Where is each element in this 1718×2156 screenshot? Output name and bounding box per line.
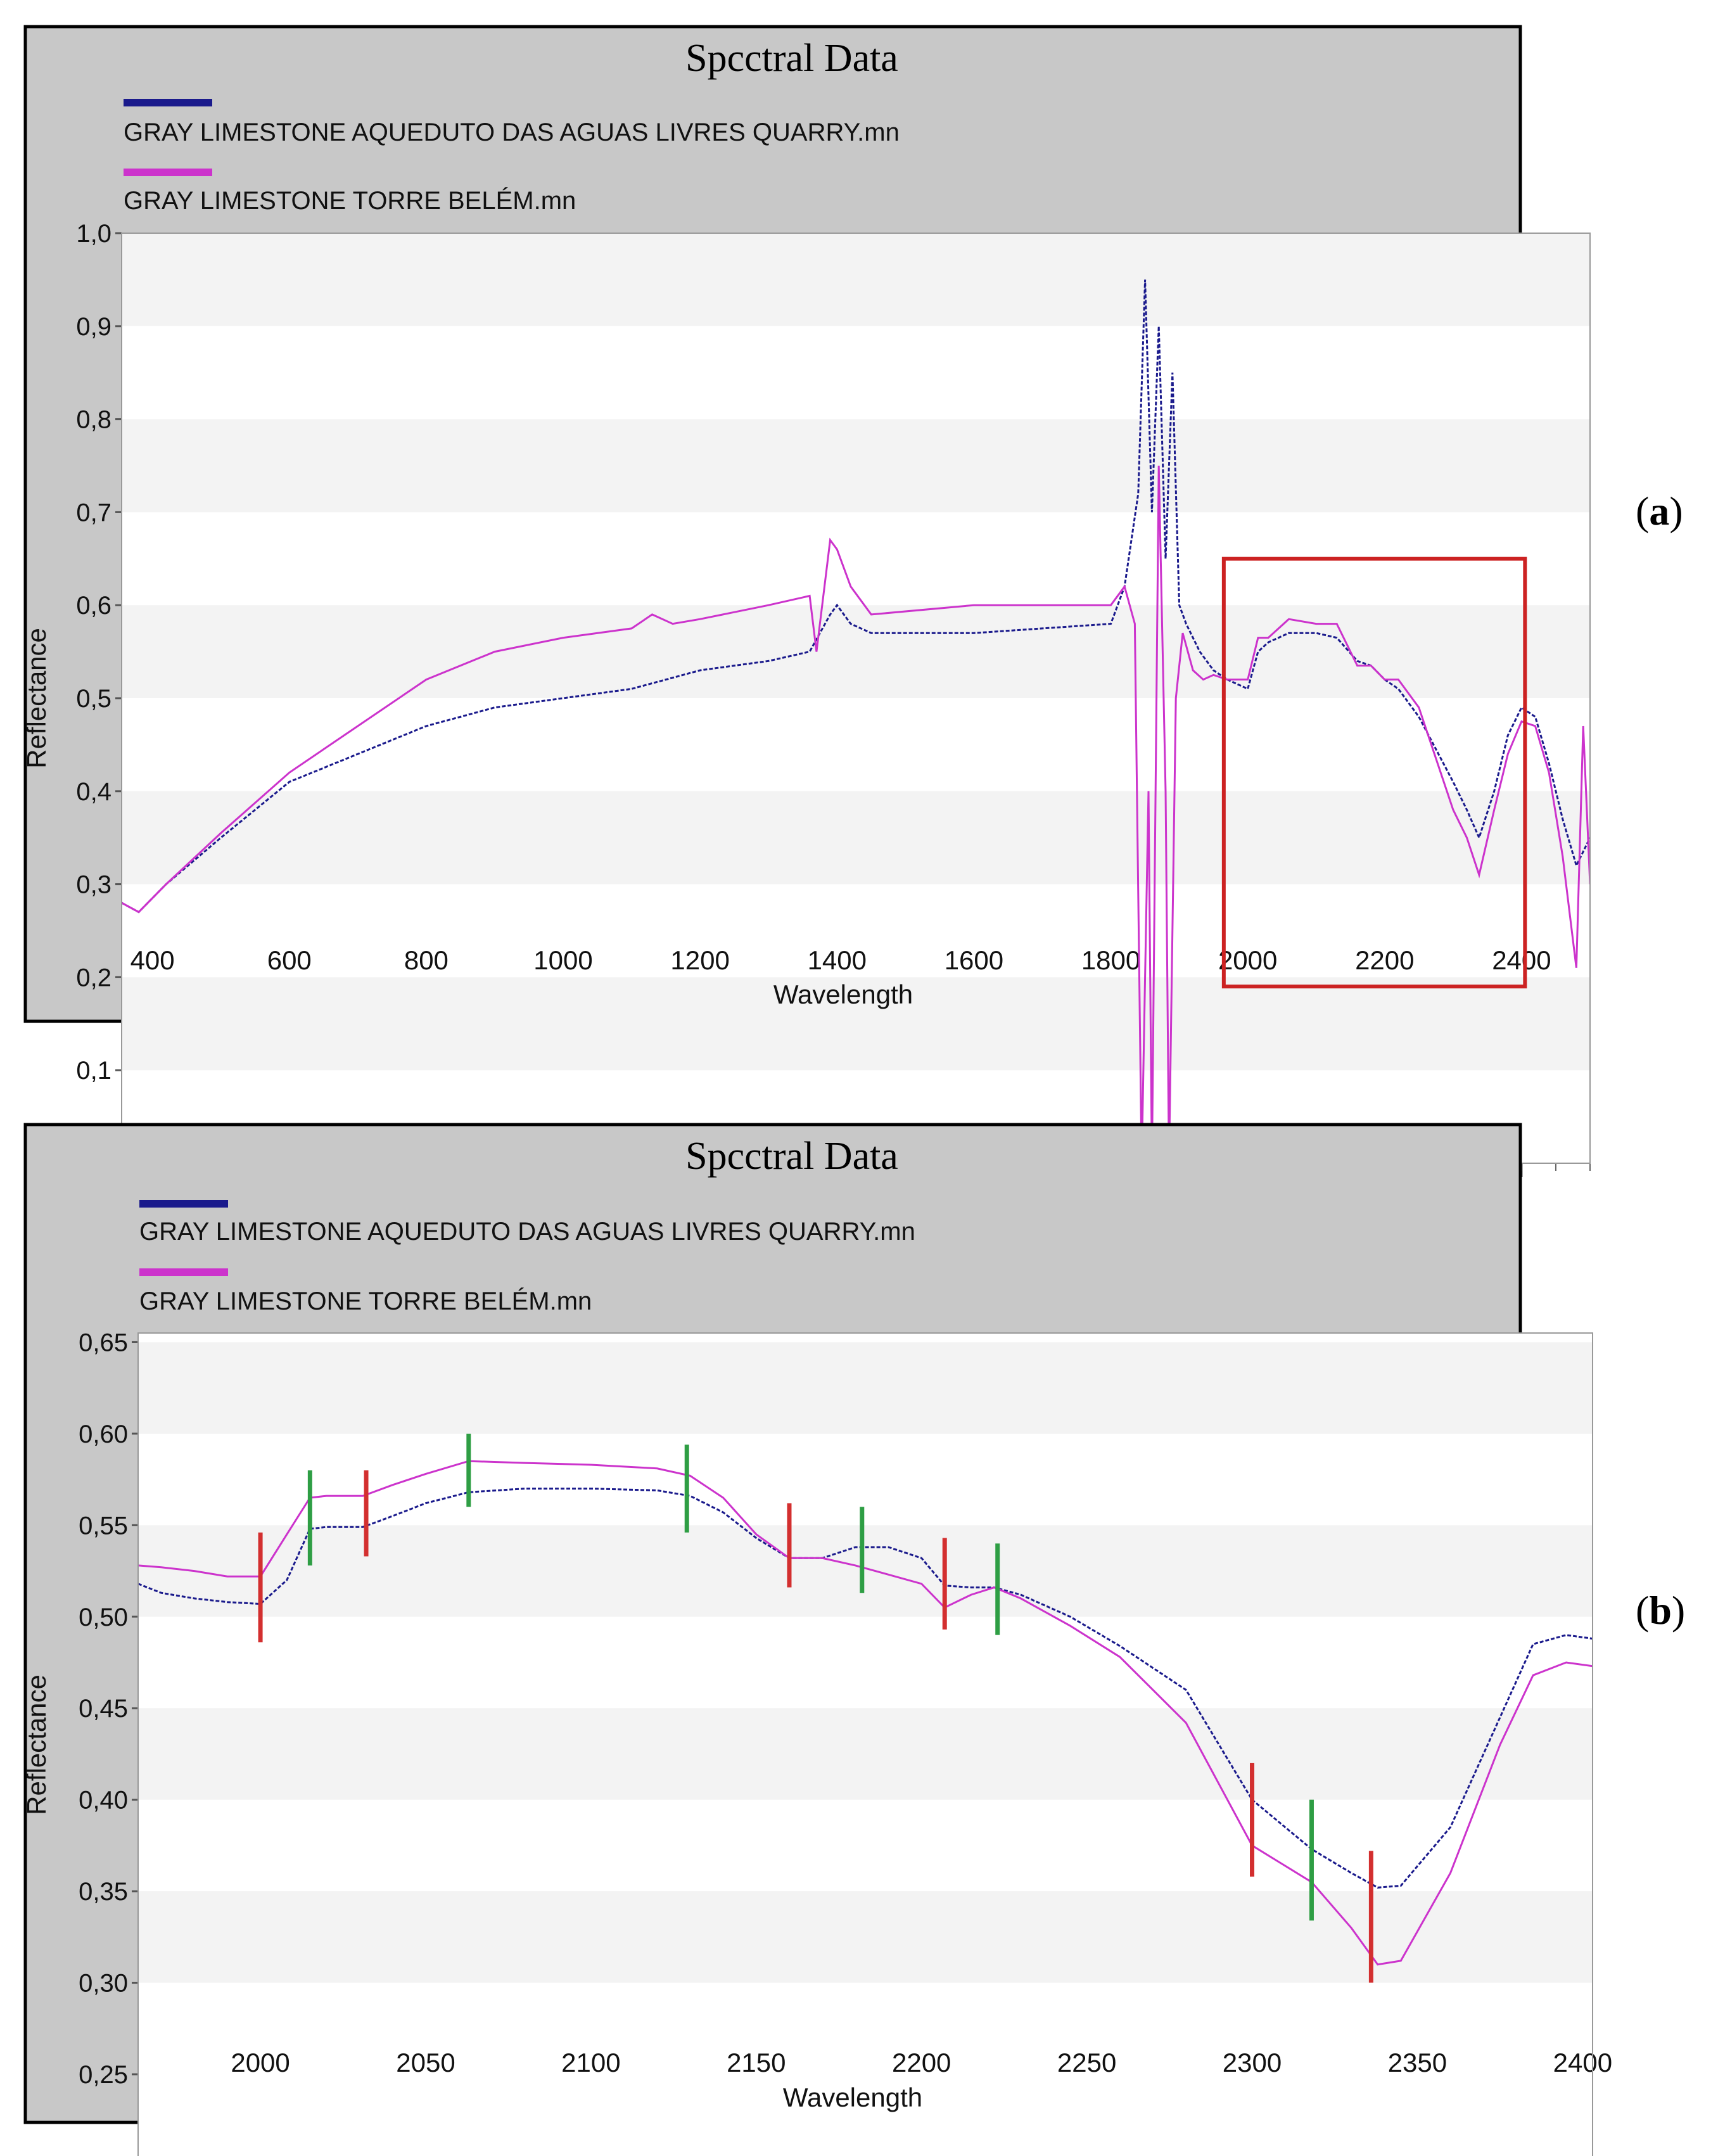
chart-b-series-line-1 — [138, 1460, 1593, 1966]
chart-b-grid-band — [138, 1525, 1593, 1617]
chart-a-ytick-label: 0,4 — [76, 778, 111, 806]
chart-a-xtick-label: 600 — [267, 945, 312, 975]
chart-b-xlabel: Wavelength — [783, 2083, 922, 2112]
chart-b-ytick-label: 0,30 — [79, 1970, 128, 1998]
chart-a-grid-band — [122, 233, 1590, 326]
panel-label-b-letter: b — [1649, 1588, 1672, 1633]
chart-b-xtick-label: 2050 — [396, 2048, 455, 2077]
chart-a-grid-band — [122, 605, 1590, 698]
chart-b-xtick-label: 2100 — [561, 2048, 620, 2077]
chart-a-xlabel: Wavelength — [773, 979, 913, 1009]
chart-b-ytick-label: 0,45 — [79, 1695, 128, 1723]
chart-a-series-line-0 — [122, 279, 1590, 914]
chart-a-xtick-label: 1200 — [670, 945, 729, 975]
chart-a-series-line-1 — [122, 465, 1590, 1163]
chart-b-grid-band — [138, 1708, 1593, 1800]
chart-b-ytick-label: 0,25 — [79, 2061, 128, 2089]
chart-b-xtick-label: 2250 — [1057, 2048, 1116, 2077]
chart-a-grid-band — [122, 791, 1590, 884]
chart-b-ytick-label: 0,65 — [79, 1329, 128, 1356]
chart-a-xtick-label: 800 — [404, 945, 449, 975]
chart-b-xtick-label: 2000 — [231, 2048, 290, 2077]
chart-a-ytick-label: 0,5 — [76, 685, 111, 713]
chart-b-ylabel: Reflectance — [22, 1674, 51, 1815]
chart-a-ytick-label: 0,9 — [76, 313, 111, 341]
chart-b-series-line-0 — [138, 1488, 1593, 1889]
chart-b-plot-border — [137, 1332, 1593, 2156]
chart-a-legend-label-0: GRAY LIMESTONE AQUEDUTO DAS AGUAS LIVRES… — [124, 118, 900, 146]
chart-b-xtick-label: 2300 — [1223, 2048, 1282, 2077]
chart-a-title: Spcctral Data — [685, 37, 898, 80]
chart-a-xtick-label: 2000 — [1218, 945, 1277, 975]
chart-a-grid-band — [122, 419, 1590, 513]
chart-a-legend-label-1: GRAY LIMESTONE TORRE BELÉM.mn — [124, 186, 576, 215]
chart-b-legend-label-1: GRAY LIMESTONE TORRE BELÉM.mn — [139, 1287, 592, 1315]
chart-b-grid-band — [138, 1342, 1593, 1434]
chart-b-xtick-label: 2400 — [1553, 2048, 1612, 2077]
panel-label-a: (a) — [1636, 488, 1683, 533]
chart-a-xtick-label: 1600 — [945, 945, 1003, 975]
chart-a-ytick-label: 0,1 — [76, 1057, 111, 1085]
chart-b-ytick-label: 0,50 — [79, 1604, 128, 1631]
chart-b-xtick-label: 2200 — [892, 2048, 951, 2077]
chart-b-ytick-label: 0,40 — [79, 1787, 128, 1815]
chart-a-xtick-label: 2200 — [1355, 945, 1414, 975]
chart-a-ytick-label: 0,7 — [76, 499, 111, 526]
chart-b-ytick-label: 0,35 — [79, 1878, 128, 1906]
panel-label-a-letter: a — [1649, 488, 1670, 533]
chart-a-xtick-label: 1800 — [1081, 945, 1140, 975]
chart-a-ytick-label: 0,6 — [76, 592, 111, 620]
panel-label-b: (b) — [1636, 1588, 1686, 1633]
chart-a-ytick-label: 0,2 — [76, 964, 111, 992]
chart-a-grid-band — [122, 977, 1590, 1071]
chart-a-xtick-label: 1400 — [808, 945, 867, 975]
chart-b-title: Spcctral Data — [685, 1135, 898, 1178]
chart-a-ytick-label: 0,3 — [76, 871, 111, 899]
chart-a-xtick-label: 400 — [130, 945, 175, 975]
chart-a-highlight-box — [1221, 556, 1527, 989]
chart-a-ytick-label: 1,0 — [76, 220, 111, 248]
chart-b-xtick-label: 2350 — [1388, 2048, 1447, 2077]
chart-b-ytick-label: 0,55 — [79, 1512, 128, 1540]
chart-a-ylabel: Reflectance — [22, 628, 51, 769]
chart-b-xtick-label: 2150 — [727, 2048, 786, 2077]
chart-b-legend-label-0: GRAY LIMESTONE AQUEDUTO DAS AGUAS LIVRES… — [139, 1218, 915, 1246]
chart-a-ytick-label: 0,8 — [76, 406, 111, 434]
chart-b-grid-band — [138, 1891, 1593, 1983]
chart-a-xtick-label: 1000 — [533, 945, 592, 975]
chart-b-ytick-label: 0,60 — [79, 1420, 128, 1448]
chart-a-xtick-label: 2400 — [1492, 945, 1551, 975]
